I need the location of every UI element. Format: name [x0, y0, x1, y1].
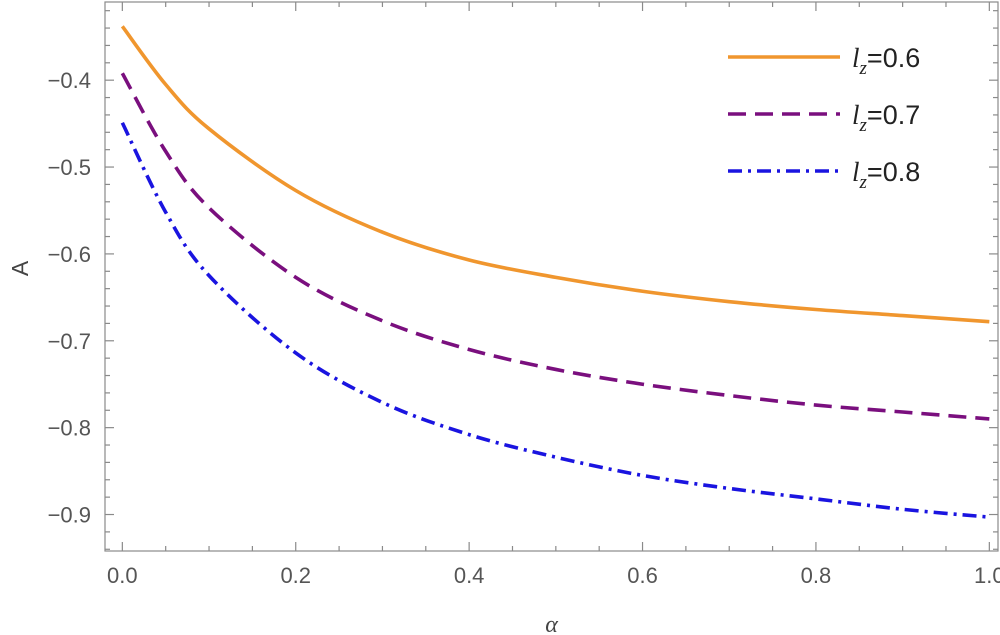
y-tick-label: −0.5 — [48, 155, 91, 180]
y-tick-label: −0.6 — [48, 242, 91, 267]
legend-symbol: l — [852, 100, 860, 130]
legend-value: =0.8 — [867, 157, 920, 187]
series-lines — [120, 25, 990, 519]
series-line-2 — [120, 121, 990, 519]
legend-label-2: lz=0.8 — [852, 157, 920, 193]
plot-frame — [104, 1, 999, 552]
legend-subscript: z — [859, 58, 868, 79]
legend-subscript: z — [859, 115, 868, 136]
x-tick-label: 0.0 — [107, 563, 138, 588]
legend-value: =0.7 — [867, 100, 920, 130]
x-tick-label: 1.0 — [974, 563, 1000, 588]
x-axis: 0.0 0.2 0.4 0.6 0.8 1.0 — [107, 2, 1000, 588]
legend-subscript: z — [859, 172, 868, 193]
series-line-1 — [120, 72, 990, 421]
legend-symbol: l — [852, 43, 860, 73]
legend-label-1: lz=0.7 — [852, 100, 920, 136]
y-tick-label: −0.9 — [48, 503, 91, 528]
y-tick-label: −0.7 — [48, 329, 91, 354]
y-tick-label: −0.8 — [48, 416, 91, 441]
y-tick-label: −0.4 — [48, 68, 91, 93]
series-line-0 — [120, 25, 990, 324]
legend: lz=0.6lz=0.7lz=0.8 — [728, 43, 920, 193]
legend-label-0: lz=0.6 — [852, 43, 920, 79]
x-tick-label: 0.2 — [280, 563, 311, 588]
y-axis: −0.4 −0.5 −0.6 −0.7 −0.8 −0.9 — [48, 10, 998, 550]
x-tick-label: 0.4 — [454, 563, 485, 588]
x-axis-title: α — [545, 612, 558, 635]
y-axis-title: A — [7, 260, 33, 276]
x-tick-label: 0.6 — [627, 563, 658, 588]
x-tick-label: 0.8 — [801, 563, 832, 588]
legend-symbol: l — [852, 157, 860, 187]
legend-value: =0.6 — [867, 43, 920, 73]
